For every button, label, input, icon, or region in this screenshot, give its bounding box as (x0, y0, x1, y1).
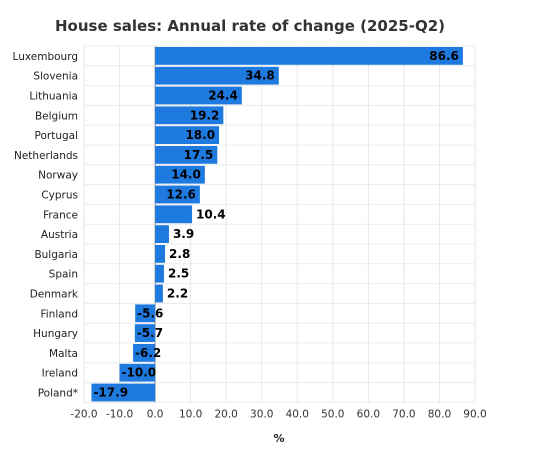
data-label: 12.6 (166, 188, 196, 202)
x-tick-label: 70.0 (392, 408, 415, 420)
x-tick-label: 60.0 (357, 408, 380, 420)
data-label: 17.5 (184, 148, 214, 162)
x-tick-label: 50.0 (321, 408, 344, 420)
bar (155, 106, 224, 125)
bar (135, 304, 156, 323)
data-label: 18.0 (185, 128, 215, 142)
bar (155, 284, 163, 303)
x-tick-label: 90.0 (463, 408, 486, 420)
bar (155, 146, 218, 164)
x-axis-title: % (273, 432, 284, 445)
x-tick-labels: -20.0 -10.0 0.0 10.0 20.0 30.0 40.0 50.0 60.0 70.… (70, 408, 486, 420)
data-label: 10.4 (196, 207, 226, 221)
data-label: 24.4 (208, 89, 238, 103)
category-label: Cyprus (41, 190, 78, 202)
data-label: -17.9 (93, 386, 128, 400)
data-label: -10.0 (122, 366, 157, 380)
data-labels: 86.6 34.8 24.4 19.2 18.0 17.5 14.0 12.610.43.9 2… (93, 49, 458, 400)
bar (134, 324, 156, 342)
data-label: 2.2 (167, 287, 188, 301)
bar (155, 185, 200, 204)
data-label: -5.6 (137, 306, 163, 320)
category-label: Norway (38, 170, 78, 182)
category-label: Slovenia (33, 71, 78, 83)
category-label: Hungary (33, 328, 78, 340)
bar (155, 264, 164, 283)
x-tick-label: 20.0 (214, 408, 237, 420)
category-label: Lithuania (29, 91, 78, 103)
x-tick-label: -20.0 (70, 408, 97, 420)
data-label: 19.2 (190, 108, 220, 122)
x-tick-label: 30.0 (250, 408, 273, 420)
x-tick-label: 10.0 (179, 408, 202, 420)
category-label: Portugal (35, 130, 79, 142)
bar (155, 165, 205, 184)
category-label: Malta (49, 348, 78, 360)
category-label: Belgium (35, 110, 78, 122)
data-label: 2.8 (169, 247, 190, 261)
category-label: Netherlands (14, 150, 78, 162)
bar (155, 245, 166, 263)
bar (155, 126, 220, 144)
data-label: 3.9 (173, 227, 194, 241)
x-tick-label: 0.0 (147, 408, 164, 420)
category-label: Denmark (30, 289, 79, 301)
bar (155, 47, 463, 65)
category-label: Spain (49, 269, 78, 281)
bar (133, 344, 156, 362)
data-label: 14.0 (171, 168, 201, 182)
category-label: France (43, 209, 78, 221)
bar (119, 363, 156, 382)
category-label: Poland* (38, 388, 78, 400)
chart-title: House sales: Annual rate of change (2025… (55, 17, 445, 35)
category-label: Finland (40, 308, 78, 320)
data-label: 34.8 (245, 69, 275, 83)
gridlines (83, 45, 476, 403)
x-tick-label: 80.0 (428, 408, 451, 420)
bar (91, 383, 156, 402)
data-label: 2.5 (168, 267, 189, 281)
category-label: Austria (41, 229, 78, 241)
category-labels: Luxembourg Slovenia Lithuania Belgium Portug… (13, 51, 79, 400)
category-label: Bulgaria (34, 249, 78, 261)
data-label: 86.6 (429, 49, 459, 63)
bar (155, 66, 279, 85)
bar (155, 205, 193, 224)
bars (91, 47, 463, 402)
data-label: -6.2 (135, 346, 161, 360)
x-tick-label: -10.0 (106, 408, 133, 420)
bar (155, 225, 169, 243)
category-label: Ireland (42, 368, 78, 380)
bar (155, 86, 242, 105)
data-label: -5.7 (137, 326, 163, 340)
category-label: Luxembourg (13, 51, 78, 63)
x-tick-label: 40.0 (286, 408, 309, 420)
